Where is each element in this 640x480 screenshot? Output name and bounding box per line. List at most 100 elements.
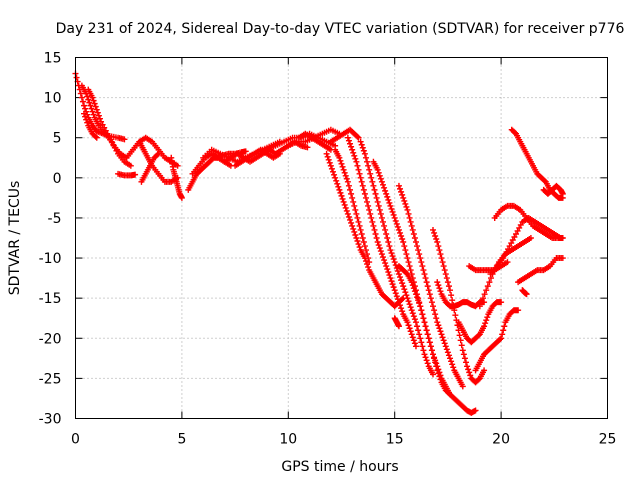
data-point [441,267,448,274]
data-point [449,361,456,368]
data-point [409,282,416,289]
data-point [406,214,413,221]
data-point [386,272,393,279]
data-point [437,372,444,379]
series-arc-1 [72,70,128,143]
data-point [354,238,361,245]
data-point [359,144,366,151]
data-point [478,299,485,306]
data-point [399,191,406,198]
data-point [372,230,379,237]
data-point [443,346,450,353]
data-point [344,178,351,185]
y-tick-label: -20 [39,331,62,347]
data-point [92,133,99,140]
data-point [392,290,399,297]
data-point [155,150,162,157]
data-point [87,102,94,109]
data-point [439,334,446,341]
data-point [326,159,333,166]
data-point [498,299,505,306]
data-point [178,194,185,201]
data-point [416,331,423,338]
data-point [107,136,114,143]
data-point [348,190,355,197]
data-point [397,185,404,192]
data-point [411,340,418,347]
data-point [351,228,358,235]
data-point [345,137,352,144]
data-point [92,103,99,110]
data-point [351,202,358,209]
data-point [339,195,346,202]
data-point [427,295,434,302]
data-point [82,113,89,120]
data-point [362,194,369,201]
data-point [405,322,412,329]
data-point [365,162,372,169]
series-arc-9 [168,154,185,201]
data-point [104,130,111,137]
series-arc-38 [540,182,566,197]
data-point [481,291,488,298]
data-point [384,193,391,200]
data-point [382,226,389,233]
data-point [355,166,362,173]
data-point [423,327,430,334]
x-tick-label: 25 [599,432,617,448]
data-point [394,268,401,275]
data-point [402,289,409,296]
data-point [90,111,97,118]
data-point [369,178,376,185]
series-arc-31 [472,307,522,374]
series-arc-25 [391,315,402,330]
data-point [404,295,411,302]
data-point [364,251,371,258]
data-point [402,200,409,207]
data-point [428,347,435,354]
data-point [420,267,427,274]
data-point [352,231,359,238]
data-point [342,172,349,179]
data-point [387,275,394,282]
data-point [399,308,406,315]
data-point [385,196,392,203]
data-point [436,325,443,332]
data-point [394,223,401,230]
data-point [407,304,414,311]
data-point [368,174,375,181]
data-point [406,325,413,332]
data-point [420,315,427,322]
data-point [386,199,393,206]
data-point [73,74,80,81]
data-point [411,316,418,323]
data-point [420,347,427,354]
data-point [508,240,515,247]
series-arc-20 [332,146,373,266]
data-point [392,217,399,224]
data-point [378,214,385,221]
data-point [391,214,398,221]
y-tick-label: -5 [48,211,62,227]
data-point [360,239,367,246]
data-point [466,369,473,376]
data-point [401,197,408,204]
data-point [382,187,389,194]
data-point [381,222,388,229]
data-point [401,286,408,293]
data-point [500,255,507,262]
data-point [354,214,361,221]
data-point [467,372,474,379]
data-point [405,259,412,266]
data-point [482,320,489,327]
data-point [434,319,441,326]
data-point [509,237,516,244]
data-point [403,203,410,210]
data-point [91,100,98,107]
data-point [422,323,429,330]
data-point [88,105,95,112]
data-point [127,162,134,169]
data-point [361,243,368,250]
data-point [388,205,395,212]
data-point [449,297,456,304]
